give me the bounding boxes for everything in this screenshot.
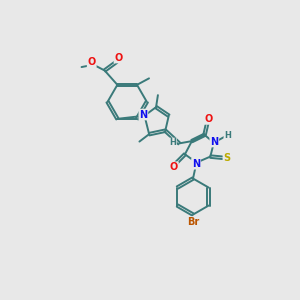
Text: O: O xyxy=(88,57,96,67)
Text: N: N xyxy=(139,110,147,119)
Text: S: S xyxy=(224,153,230,163)
Text: Br: Br xyxy=(187,217,199,227)
Text: O: O xyxy=(204,114,212,124)
Text: O: O xyxy=(114,52,123,63)
Text: H: H xyxy=(224,131,231,140)
Text: O: O xyxy=(170,162,178,172)
Text: H: H xyxy=(169,139,176,148)
Text: N: N xyxy=(210,136,218,147)
Text: N: N xyxy=(192,159,200,169)
